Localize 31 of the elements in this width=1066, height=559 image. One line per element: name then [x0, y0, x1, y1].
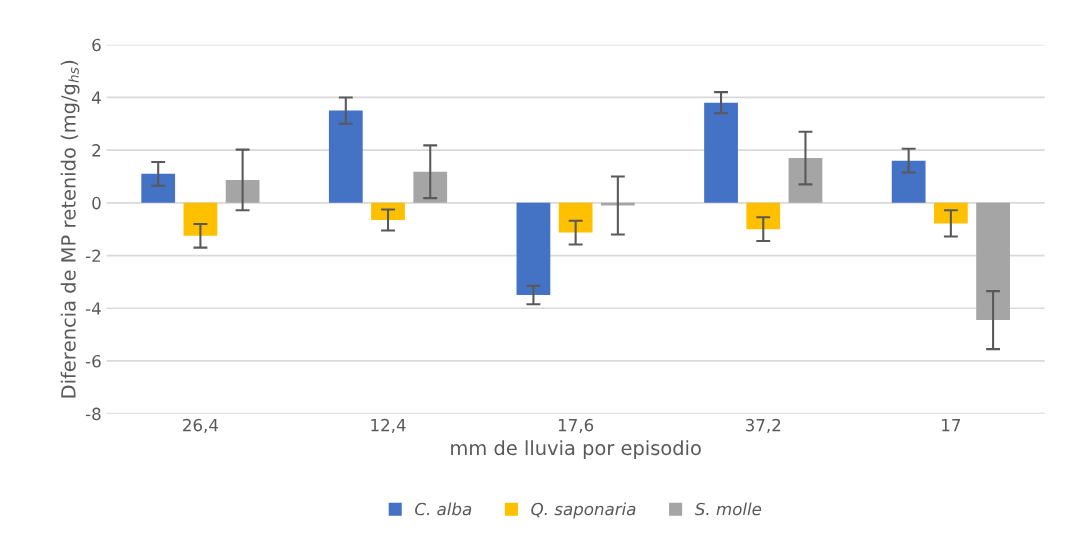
bar: [141, 173, 176, 203]
y-tick-label: 2: [92, 144, 101, 157]
x-tick-label: 37,2: [745, 418, 781, 434]
bar: [704, 102, 738, 203]
legend-label: C. alba: [415, 502, 472, 516]
y-tick-label: -6: [85, 354, 101, 368]
y-tick-label: 6: [92, 38, 101, 52]
y-tick-label: -8: [85, 407, 101, 421]
bar: [891, 160, 926, 203]
y-axis-title: Diferencia de MP retenido (mg/g$_{hs}$): [60, 60, 80, 398]
bar: [328, 110, 363, 203]
x-tick-label: 17: [942, 419, 961, 432]
bar: [558, 202, 593, 233]
x-tick-label: 12,4: [371, 418, 406, 434]
x-tick-label: 26,4: [183, 418, 219, 434]
y-tick-label: -4: [85, 302, 101, 315]
bar: [516, 202, 551, 296]
x-axis-title: mm de lluvia por episodio: [451, 440, 701, 460]
bar: [413, 171, 448, 203]
bar: [933, 202, 968, 224]
x-tick-label: 17,6: [558, 418, 594, 434]
y-tick-label: 4: [91, 91, 101, 104]
bar: [976, 202, 1010, 321]
bar: [225, 179, 260, 203]
bar: [183, 202, 218, 236]
y-tick-label: -2: [85, 249, 101, 262]
y-tick-label: 0: [92, 196, 101, 210]
bar: [746, 202, 781, 230]
bar: [788, 158, 823, 203]
legend-label: S. molle: [694, 502, 762, 516]
legend-label: Q. saponaria: [531, 502, 636, 519]
